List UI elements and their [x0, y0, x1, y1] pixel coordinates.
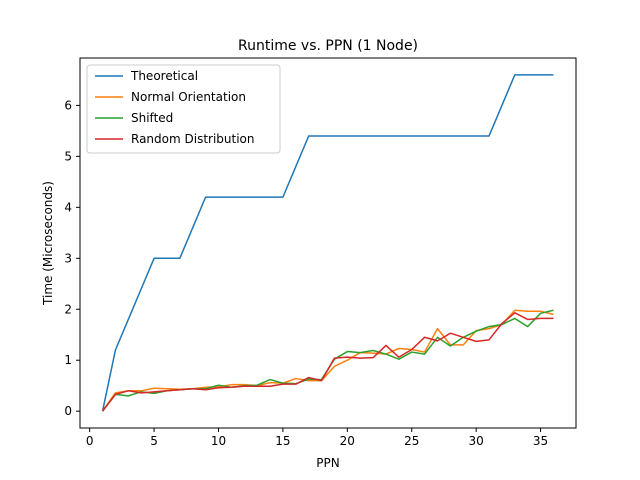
- x-tick-label-5: 25: [404, 434, 419, 448]
- y-axis-label: Time (Microseconds): [41, 181, 55, 306]
- x-tick-label-6: 30: [469, 434, 484, 448]
- y-axis: 0 1 2 3 4 5 6: [64, 98, 80, 418]
- legend-label-3: Random Distribution: [131, 132, 255, 146]
- x-axis: 0 5 10 15 20 25 30 35: [86, 428, 548, 448]
- y-tick-label-3: 3: [64, 251, 72, 265]
- x-tick-label-0: 0: [86, 434, 94, 448]
- y-tick-label-5: 5: [64, 149, 72, 163]
- y-tick-label-2: 2: [64, 302, 72, 316]
- y-tick-label-6: 6: [64, 98, 72, 112]
- x-tick-label-1: 5: [150, 434, 158, 448]
- series-line-0: [101, 74, 554, 412]
- chart-title: Runtime vs. PPN (1 Node): [238, 38, 418, 54]
- x-axis-label: PPN: [316, 456, 339, 470]
- series-line-3: [101, 312, 554, 412]
- y-tick-label-4: 4: [64, 200, 72, 214]
- axes-frame: [79, 57, 577, 429]
- legend-label-1: Normal Orientation: [131, 90, 246, 104]
- plot-area: [101, 74, 554, 412]
- x-tick-label-3: 15: [275, 434, 290, 448]
- x-tick-label-2: 10: [211, 434, 226, 448]
- y-tick-label-1: 1: [64, 353, 72, 367]
- legend-box: [86, 64, 281, 154]
- legend-label-0: Theoretical: [130, 69, 198, 83]
- x-tick-label-7: 35: [533, 434, 548, 448]
- legend: Theoretical Normal Orientation Shifted Rand…: [86, 64, 281, 154]
- x-tick-label-4: 20: [340, 434, 355, 448]
- y-tick-label-0: 0: [64, 404, 72, 418]
- legend-label-2: Shifted: [131, 111, 173, 125]
